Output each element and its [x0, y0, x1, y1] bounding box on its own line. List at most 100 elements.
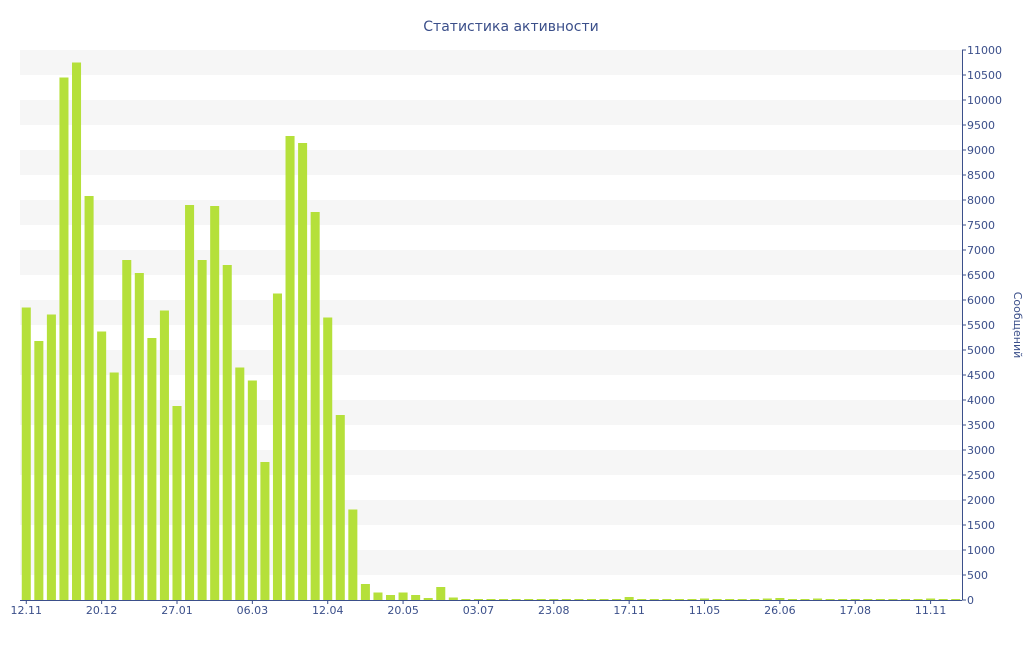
bar — [260, 462, 270, 600]
bar — [411, 595, 421, 600]
x-tick-label: 17.11 — [613, 604, 645, 617]
bar — [298, 143, 308, 600]
x-tick-label: 23.08 — [538, 604, 570, 617]
grid-band — [20, 350, 962, 375]
bar — [147, 338, 157, 600]
y-axis-label: Сообщений — [1011, 292, 1024, 359]
bar — [725, 599, 735, 600]
bar — [536, 599, 546, 600]
x-tick-label: 20.05 — [387, 604, 419, 617]
bar — [787, 599, 797, 600]
bar — [486, 599, 496, 600]
bar — [712, 599, 722, 600]
bar — [499, 599, 509, 600]
bar — [800, 599, 810, 600]
bar — [649, 599, 659, 600]
x-tick-label: 17.08 — [839, 604, 871, 617]
y-tick-label: 5500 — [967, 319, 995, 332]
x-tick-label: 03.07 — [463, 604, 495, 617]
bar — [360, 584, 370, 600]
bar — [386, 595, 396, 600]
grid-band — [20, 300, 962, 325]
bar — [310, 212, 320, 600]
bar — [72, 62, 82, 600]
bar — [511, 599, 521, 600]
bar — [473, 599, 483, 600]
bar — [109, 372, 119, 600]
y-tick-label: 1000 — [967, 544, 995, 557]
bar — [423, 598, 433, 600]
bar — [210, 206, 220, 600]
bar — [813, 598, 823, 600]
bar — [825, 599, 835, 600]
bar — [850, 599, 860, 600]
bar — [323, 317, 333, 600]
bar — [888, 599, 898, 600]
bar — [637, 599, 647, 600]
x-tick-label: 26.06 — [764, 604, 796, 617]
bar — [134, 273, 144, 600]
grid-band — [20, 250, 962, 275]
bar — [938, 599, 948, 600]
grid-band — [20, 150, 962, 175]
y-tick-label: 10500 — [967, 69, 1002, 82]
y-tick-label: 9500 — [967, 119, 995, 132]
bar — [272, 293, 282, 600]
y-tick-label: 6000 — [967, 294, 995, 307]
bar — [97, 331, 107, 600]
y-tick-label: 11000 — [967, 44, 1002, 57]
bar — [34, 341, 44, 600]
bar — [775, 598, 785, 600]
bar — [549, 599, 559, 600]
x-tick-label: 11.05 — [689, 604, 721, 617]
bar — [687, 599, 697, 600]
bar — [838, 599, 848, 600]
y-tick-label: 9000 — [967, 144, 995, 157]
bar — [951, 599, 961, 600]
bar — [662, 599, 672, 600]
bar — [863, 599, 873, 600]
y-tick-label: 7000 — [967, 244, 995, 257]
grid-band — [20, 50, 962, 75]
bar — [900, 599, 910, 600]
bar — [172, 406, 182, 600]
x-tick-label: 27.01 — [161, 604, 193, 617]
bar — [737, 599, 747, 600]
bar — [84, 196, 94, 600]
y-tick-label: 8000 — [967, 194, 995, 207]
bar — [398, 592, 408, 600]
bar — [285, 136, 295, 600]
bar — [373, 592, 383, 600]
bar — [59, 77, 69, 600]
bar — [574, 599, 584, 600]
bar — [235, 367, 245, 600]
bar — [875, 599, 885, 600]
bar — [624, 597, 634, 600]
grid-bands — [20, 50, 962, 575]
y-tick-label: 2000 — [967, 494, 995, 507]
bar — [247, 380, 257, 600]
y-tick-label: 4500 — [967, 369, 995, 382]
bar — [461, 599, 471, 600]
y-tick-label: 1500 — [967, 519, 995, 532]
grid-band — [20, 100, 962, 125]
bar — [926, 598, 936, 600]
x-tick-label: 12.11 — [11, 604, 43, 617]
bar — [159, 310, 169, 600]
bar — [222, 265, 232, 600]
x-tick-label: 12.04 — [312, 604, 344, 617]
y-tick-label: 5000 — [967, 344, 995, 357]
bar — [700, 598, 710, 600]
bar — [674, 599, 684, 600]
y-tick-label: 2500 — [967, 469, 995, 482]
chart-title: Статистика активности — [423, 19, 598, 35]
bar — [197, 260, 207, 600]
bar — [335, 415, 345, 600]
y-tick-label: 10000 — [967, 94, 1002, 107]
bar — [436, 587, 446, 600]
bar — [913, 599, 923, 600]
y-tick-label: 8500 — [967, 169, 995, 182]
bar — [586, 599, 596, 600]
bar — [561, 599, 571, 600]
